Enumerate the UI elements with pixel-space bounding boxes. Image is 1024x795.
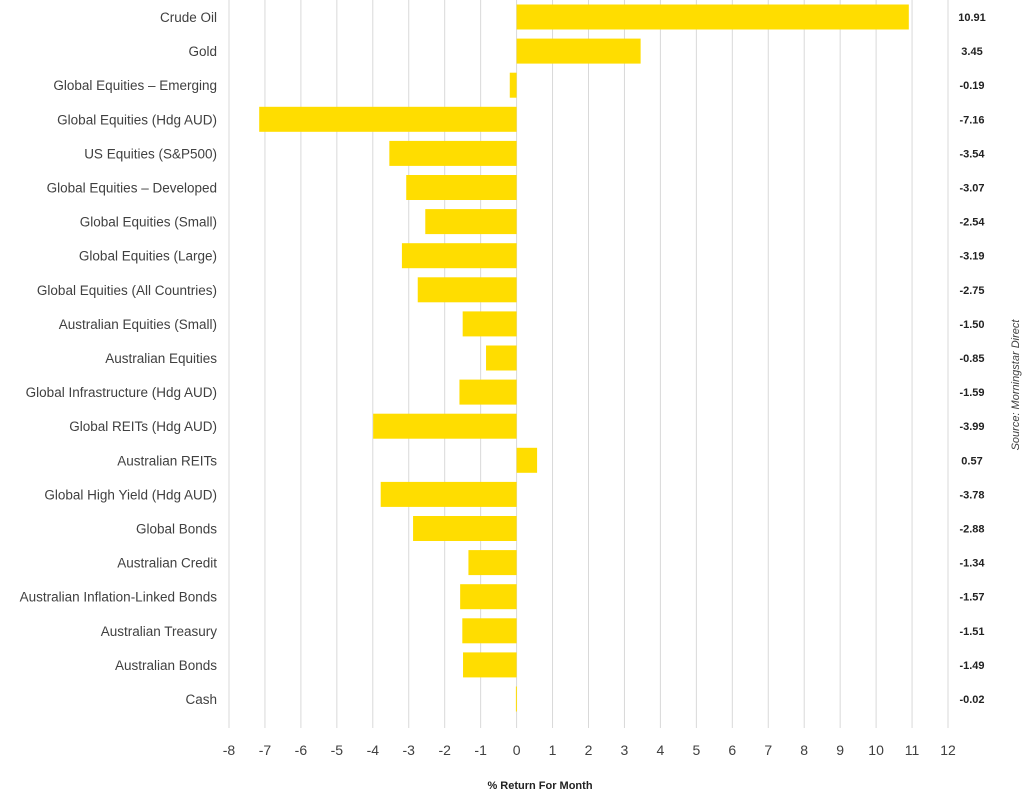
bar	[259, 106, 517, 132]
bar	[515, 686, 517, 712]
bar	[516, 4, 909, 30]
x-tick-label: -1	[474, 742, 487, 758]
value-label: -3.07	[959, 183, 984, 195]
bar	[389, 140, 517, 166]
x-tick-label: 5	[692, 742, 700, 758]
x-tick-label: 8	[800, 742, 808, 758]
category-label: Global Infrastructure (Hdg AUD)	[26, 385, 217, 400]
x-tick-label: 9	[836, 742, 844, 758]
bar	[462, 618, 517, 644]
bar	[516, 38, 641, 64]
bar	[486, 345, 517, 371]
x-tick-label: 4	[657, 742, 665, 758]
category-label: US Equities (S&P500)	[84, 146, 217, 161]
value-label: -1.57	[959, 592, 984, 604]
x-tick-label: -4	[367, 742, 380, 758]
x-tick-label: 12	[940, 742, 956, 758]
bar	[509, 72, 517, 98]
value-label: -2.75	[959, 285, 984, 297]
bar	[460, 584, 517, 610]
x-tick-labels: -8 -7 -6 -5 -4 -3 -2 -1 0 1 2 3 4 5 6 7 8 9 10 11 12	[223, 742, 956, 758]
value-label: -3.99	[959, 421, 984, 433]
bar	[406, 175, 517, 200]
x-tick-label: 3	[621, 742, 629, 758]
value-label: -3.19	[959, 251, 984, 263]
value-label: 3.45	[961, 46, 982, 58]
category-label: Australian Bonds	[115, 658, 217, 673]
value-label: -7.16	[959, 114, 984, 126]
bar	[380, 481, 517, 507]
value-label: -1.51	[959, 626, 984, 638]
value-label: -0.02	[959, 694, 984, 706]
x-tick-label: 2	[585, 742, 593, 758]
x-tick-label: -8	[223, 742, 236, 758]
value-label: -3.54	[959, 148, 985, 160]
value-label: 10.91	[958, 12, 986, 24]
category-label: Gold	[188, 44, 217, 59]
x-tick-label: -6	[295, 742, 308, 758]
bar	[463, 652, 517, 678]
category-label: Global High Yield (Hdg AUD)	[44, 487, 217, 502]
value-label: -2.88	[959, 524, 984, 536]
bar	[459, 379, 517, 405]
x-axis-title: % Return For Month	[487, 780, 592, 792]
value-labels: 10.91 3.45 -0.19 -7.16 -3.54 -3.07 -2.54 -3.19 -…	[958, 12, 986, 706]
x-tick-label: 0	[513, 742, 521, 758]
bar	[401, 243, 517, 269]
source-label: Source: Morningstar Direct	[1010, 319, 1022, 451]
category-label: Australian Treasury	[101, 624, 218, 639]
x-tick-label: 11	[905, 742, 920, 758]
x-tick-label: 7	[764, 742, 772, 758]
category-label: Australian Credit	[117, 556, 217, 571]
value-label: -1.34	[959, 558, 985, 570]
category-label: Australian Inflation-Linked Bonds	[20, 590, 218, 605]
x-tick-label: -2	[438, 742, 451, 758]
value-label: -1.49	[959, 660, 984, 672]
value-label: -0.85	[959, 353, 984, 365]
category-label: Global Equities (Large)	[79, 249, 217, 264]
category-labels: Crude Oil Gold Global Equities – Emerging G…	[20, 10, 218, 707]
category-label: Global Equities (Hdg AUD)	[57, 112, 217, 127]
value-label: -2.54	[959, 217, 985, 229]
category-label: Global Equities (Small)	[80, 215, 217, 230]
value-label: -0.19	[959, 80, 984, 92]
category-label: Global Equities (All Countries)	[37, 283, 217, 298]
bar	[468, 550, 517, 576]
category-label: Australian Equities	[105, 351, 217, 366]
bar	[417, 277, 517, 303]
x-tick-label: -7	[259, 742, 272, 758]
value-label: -1.59	[959, 387, 984, 399]
value-label: -3.78	[959, 489, 984, 501]
x-tick-label: -3	[403, 742, 416, 758]
x-tick-label: 10	[868, 742, 884, 758]
category-label: Global Equities – Developed	[47, 181, 217, 196]
category-label: Cash	[185, 692, 217, 707]
bar	[462, 311, 517, 337]
x-tick-label: 6	[728, 742, 736, 758]
bars	[259, 4, 909, 712]
category-label: Global REITs (Hdg AUD)	[69, 419, 217, 434]
category-label: Australian Equities (Small)	[59, 317, 217, 332]
bar	[516, 447, 538, 473]
value-label: 0.57	[961, 455, 982, 467]
bar	[425, 209, 517, 235]
value-label: -1.50	[959, 319, 984, 331]
x-tick-label: -5	[331, 742, 344, 758]
category-label: Global Bonds	[136, 522, 217, 537]
bar	[413, 516, 517, 541]
bar	[373, 413, 517, 439]
category-label: Australian REITs	[117, 453, 217, 468]
category-label: Global Equities – Emerging	[53, 78, 217, 93]
x-tick-label: 1	[549, 742, 557, 758]
category-label: Crude Oil	[160, 10, 217, 25]
